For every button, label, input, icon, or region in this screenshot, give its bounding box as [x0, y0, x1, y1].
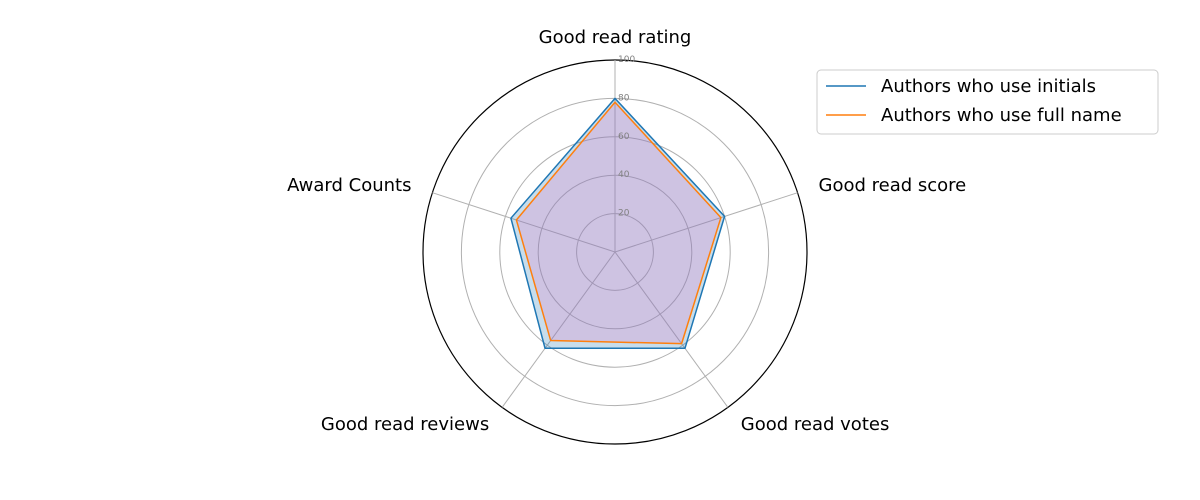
series-area-1: [510, 98, 725, 349]
axis-label-5: Award Counts: [287, 175, 411, 196]
axis-label-4: Good read reviews: [321, 414, 489, 435]
radar-grid: [422, 59, 808, 445]
spoke-4: [501, 251, 616, 408]
axis-label-2: Good read score: [819, 175, 967, 196]
spoke-5: [432, 192, 616, 253]
series-line-1: [510, 97, 726, 350]
tick-label-40: 40: [618, 170, 630, 180]
axis-label-1: Good read rating: [539, 27, 692, 48]
radar-series: [510, 97, 726, 350]
tick-label-60: 60: [618, 132, 630, 142]
spoke-3: [614, 251, 729, 408]
tick-label-80: 80: [618, 93, 630, 103]
legend-label-initials: Authors who use initials: [881, 76, 1096, 97]
tick-label-100: 100: [618, 55, 635, 65]
tick-label-20: 20: [618, 209, 630, 219]
legend-label-full-name: Authors who use full name: [881, 105, 1122, 126]
legend: Authors who use initials Authors who use…: [816, 69, 1159, 135]
legend-frame: [816, 69, 1159, 135]
radial-ticks: 20 40 60 80 100: [618, 55, 635, 219]
spoke-2: [614, 192, 798, 253]
axis-label-3: Good read votes: [741, 414, 890, 435]
series-line-2: [515, 101, 722, 345]
axis-labels: Good read rating Good read score Good read…: [287, 27, 966, 435]
